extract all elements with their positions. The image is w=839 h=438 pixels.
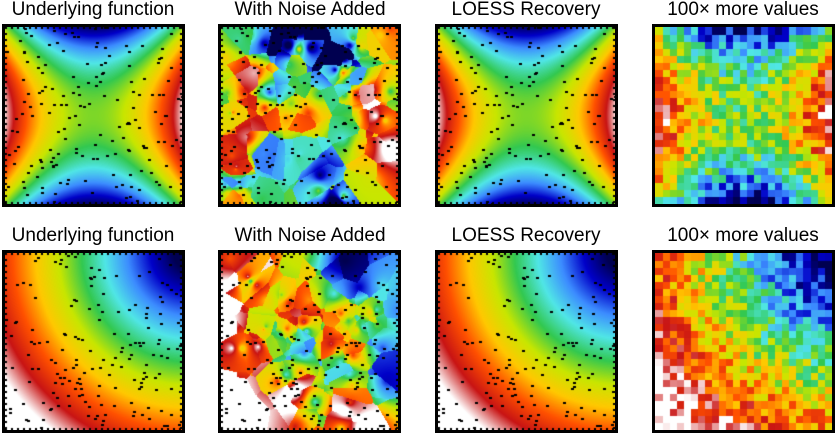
panel-title-r1-c2: With Noise Added [234,0,386,20]
heatmap-canvas [5,253,182,430]
heatmap-canvas [438,253,615,430]
heatmap-canvas [5,27,182,204]
plot-panel-saddle-dense [652,24,835,207]
heatmap-canvas [655,253,832,430]
heatmap-canvas [438,27,615,204]
plot-panel-saddle-noisy [218,24,401,207]
plot-panel-saddle-underlying [2,24,185,207]
heatmap-canvas [655,27,832,204]
panel-title-r1-c3: LOESS Recovery [451,0,601,20]
panel-title-r2-c3: LOESS Recovery [451,225,601,246]
heatmap-canvas [221,27,398,204]
plot-panel-radial-loess [435,250,618,433]
plot-panel-radial-underlying [2,250,185,433]
plot-panel-radial-noisy [218,250,401,433]
panel-title-r2-c1: Underlying function [11,225,175,246]
panel-title-r1-c1: Underlying function [11,0,175,20]
heatmap-canvas [221,253,398,430]
panel-title-r2-c2: With Noise Added [234,225,386,246]
panel-title-r1-c4: 100× more values [667,0,819,20]
panel-title-r2-c4: 100× more values [667,225,819,246]
plot-panel-radial-dense [652,250,835,433]
plot-panel-saddle-loess [435,24,618,207]
